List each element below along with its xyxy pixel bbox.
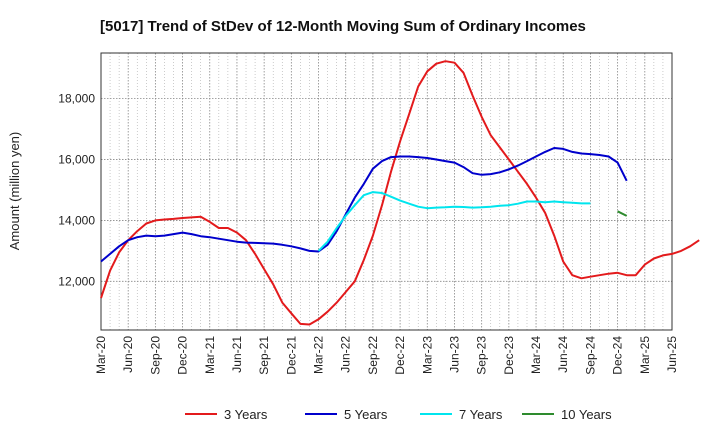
x-tick-label: Dec-21	[284, 336, 298, 375]
x-tick-label: Mar-21	[203, 336, 217, 374]
x-tick-label: Mar-22	[312, 336, 326, 374]
series-line-10-years	[617, 210, 628, 217]
x-tick-label: Jun-20	[121, 336, 135, 373]
legend-label: 10 Years	[561, 407, 612, 422]
x-tick-label: Sep-23	[475, 336, 489, 375]
x-tick-label: Mar-25	[638, 336, 652, 374]
x-tick-label: Mar-23	[420, 336, 434, 374]
y-tick-label: 16,000	[58, 153, 95, 167]
series-lines	[100, 60, 700, 326]
x-tick-label: Sep-24	[583, 336, 597, 375]
x-tick-label: Dec-24	[611, 336, 625, 375]
x-tick-label: Jun-23	[447, 336, 461, 373]
x-tick-label: Mar-20	[94, 336, 108, 374]
x-tick-label: Mar-24	[529, 336, 543, 374]
x-tick-label: Dec-22	[393, 336, 407, 375]
plot-frame	[100, 52, 673, 331]
series-line-3-years	[100, 60, 700, 326]
x-tick-label: Jun-22	[339, 336, 353, 373]
x-tick-label: Sep-21	[257, 336, 271, 375]
y-axis-label: Amount (million yen)	[7, 132, 22, 251]
legend-label: 3 Years	[224, 407, 268, 422]
series-line-7-years	[317, 191, 591, 252]
legend-label: 5 Years	[344, 407, 388, 422]
y-tick-label: 14,000	[58, 213, 95, 227]
legend-label: 7 Years	[459, 407, 503, 422]
x-tick-label: Jun-24	[556, 336, 570, 373]
x-tick-label: Dec-23	[502, 336, 516, 375]
legend: 3 Years 5 Years 7 Years 10 Years	[185, 407, 612, 422]
y-tick-label: 18,000	[58, 92, 95, 106]
chart-title: [5017] Trend of StDev of 12-Month Moving…	[100, 18, 586, 35]
x-tick-label: Dec-20	[176, 336, 190, 375]
x-tick-label: Sep-22	[366, 336, 380, 375]
x-tick-label: Jun-21	[230, 336, 244, 373]
y-axis-ticks: 12,000 14,000 16,000 18,000	[58, 92, 95, 289]
grid	[100, 53, 673, 330]
x-axis-ticks: Mar-20 Jun-20 Sep-20 Dec-20 Mar-21 Jun-21 Sep-…	[94, 336, 679, 375]
y-tick-label: 12,000	[58, 274, 95, 288]
series-line-5-years	[100, 147, 628, 263]
x-tick-label: Sep-20	[148, 336, 162, 375]
x-tick-label: Jun-25	[665, 336, 679, 373]
